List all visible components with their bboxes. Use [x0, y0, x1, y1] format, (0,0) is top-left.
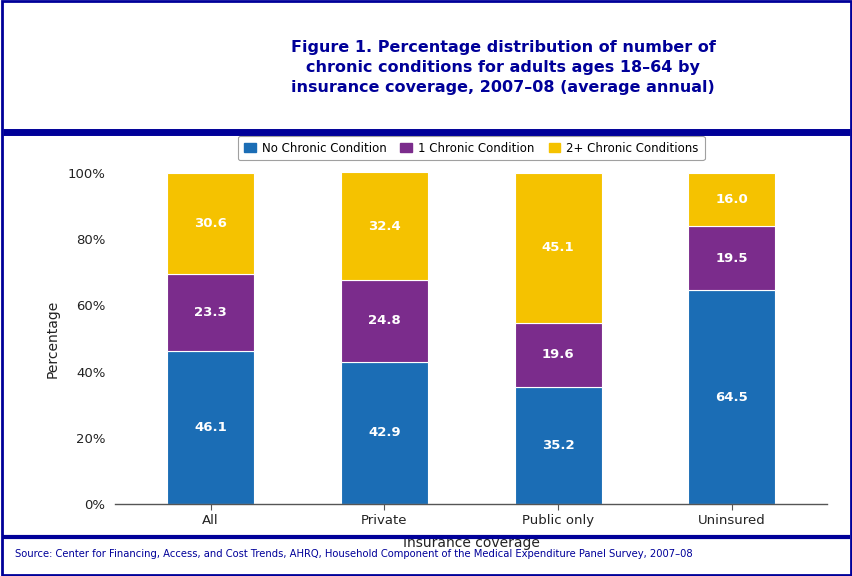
Text: 30.6: 30.6 [194, 217, 227, 230]
Text: Source: Center for Financing, Access, and Cost Trends, AHRQ, Household Component: Source: Center for Financing, Access, an… [15, 549, 692, 559]
Text: 16.0: 16.0 [715, 193, 747, 206]
Text: 24.8: 24.8 [367, 314, 400, 327]
X-axis label: Insurance coverage: Insurance coverage [402, 536, 539, 550]
Bar [688, 173, 774, 226]
Text: 19.6: 19.6 [541, 348, 573, 362]
Bar [341, 362, 428, 504]
Bar [341, 172, 428, 280]
Text: 35.2: 35.2 [541, 439, 573, 452]
Text: 46.1: 46.1 [194, 421, 227, 434]
Bar [167, 351, 254, 504]
Text: 23.3: 23.3 [194, 306, 227, 319]
Bar [167, 274, 254, 351]
Text: 42.9: 42.9 [368, 426, 400, 439]
Text: 64.5: 64.5 [715, 391, 747, 404]
Text: 45.1: 45.1 [541, 241, 573, 255]
Bar [688, 290, 774, 504]
Legend: No Chronic Condition, 1 Chronic Condition, 2+ Chronic Conditions: No Chronic Condition, 1 Chronic Conditio… [238, 135, 704, 161]
Bar [688, 226, 774, 290]
Bar [341, 280, 428, 362]
Text: 19.5: 19.5 [715, 252, 747, 264]
Text: 32.4: 32.4 [367, 219, 400, 233]
Bar [514, 173, 601, 323]
Bar [514, 323, 601, 388]
Bar [167, 173, 254, 274]
Y-axis label: Percentage: Percentage [45, 300, 59, 377]
Text: Figure 1. Percentage distribution of number of
chronic conditions for adults age: Figure 1. Percentage distribution of num… [291, 40, 715, 95]
Bar [514, 388, 601, 504]
